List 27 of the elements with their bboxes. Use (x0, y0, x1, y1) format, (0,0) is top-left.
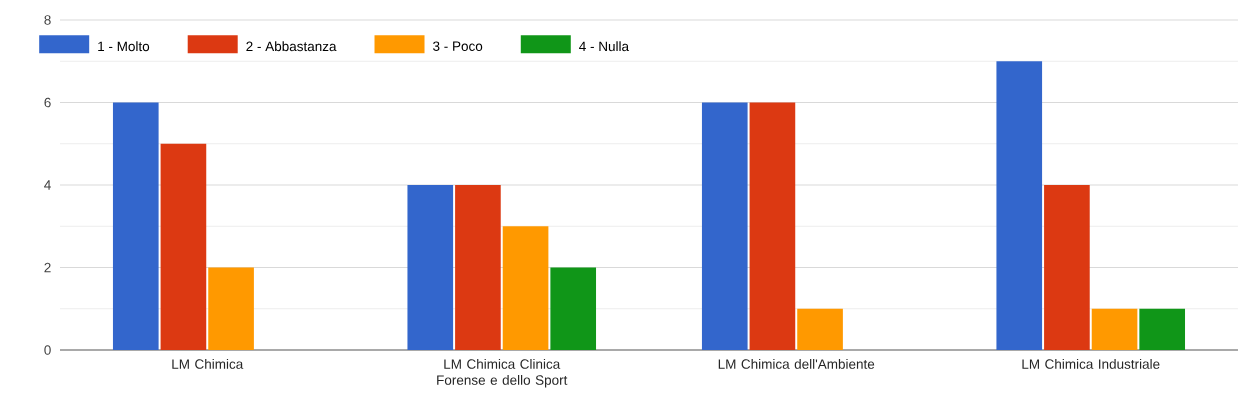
y-tick-label: 0 (44, 345, 51, 355)
bar (502, 226, 549, 350)
y-tick-label: 6 (44, 97, 51, 108)
y-tick-label: 2 (44, 262, 51, 273)
x-tick-label: LM Chimica dell'Ambiente (718, 358, 875, 369)
bar (1091, 308, 1138, 350)
bar (455, 185, 501, 350)
bar (1139, 308, 1186, 350)
y-tick-label: 4 (44, 180, 51, 190)
bar (208, 267, 254, 350)
bar (112, 102, 159, 350)
bar (749, 102, 796, 350)
bar (160, 143, 207, 350)
x-tick-label: LM Chimica Industriale (1022, 358, 1160, 369)
legend-label: 2 - Abbastanza (246, 41, 337, 52)
bar (701, 102, 748, 350)
bar (407, 185, 454, 350)
bar (996, 61, 1043, 350)
bar (1044, 185, 1090, 350)
x-tick-label: LM Chimica (172, 358, 244, 369)
legend-label: 4 - Nulla (579, 41, 630, 52)
legend-label: 3 - Poco (433, 41, 483, 51)
y-tick-label: 8 (44, 15, 51, 25)
x-tick-label: LM Chimica Clinica Forense e dello Sport (437, 358, 568, 388)
bar (797, 308, 843, 350)
legend-label: 1 - Molto (98, 41, 150, 52)
bar (550, 267, 597, 350)
